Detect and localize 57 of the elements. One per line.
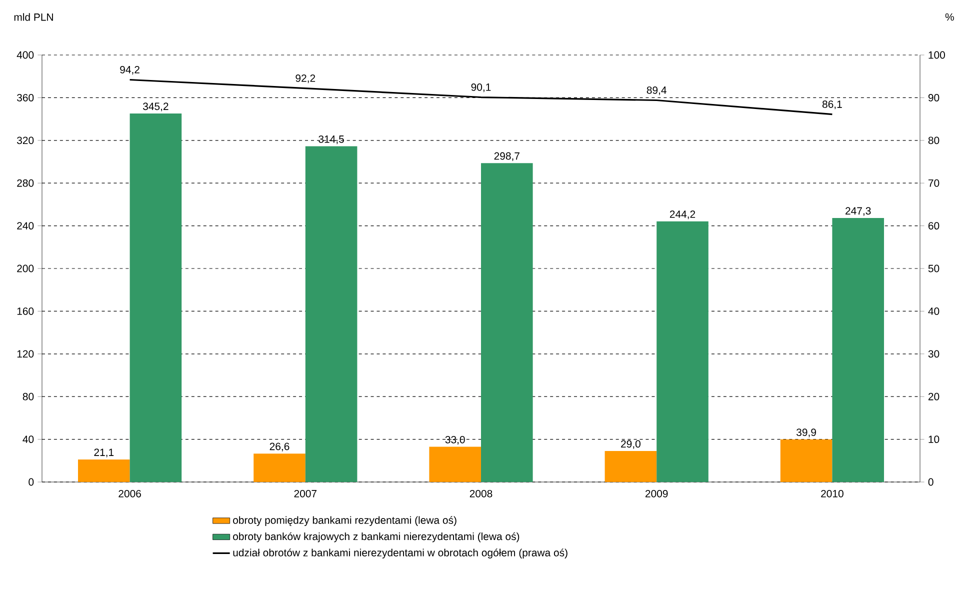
data-label: 86,1 xyxy=(822,100,842,110)
bar xyxy=(130,113,182,482)
bar xyxy=(78,459,130,482)
x-tick-label: 2010 xyxy=(821,490,844,498)
y-tick-label: 200 xyxy=(17,264,34,272)
y2-tick-label: 80 xyxy=(928,136,940,144)
data-label: 21,1 xyxy=(94,448,114,458)
x-tick-label: 2007 xyxy=(294,490,316,498)
data-label: 298,7 xyxy=(494,152,520,161)
y-tick-label: 360 xyxy=(17,94,34,102)
data-label: 244,2 xyxy=(670,210,696,220)
data-label: 33,0 xyxy=(445,436,465,445)
y-tick-label: 240 xyxy=(17,222,34,230)
bar xyxy=(780,439,832,482)
y-tick-label: 40 xyxy=(22,436,34,444)
data-label: 94,2 xyxy=(120,66,140,75)
legend-label: obroty pomiędzy bankami rezydentami (lewa oś) xyxy=(233,516,456,526)
data-label: 314,5 xyxy=(318,135,344,144)
y2-tick-label: 10 xyxy=(928,436,940,444)
x-tick-label: 2008 xyxy=(470,490,492,498)
data-label: 92,2 xyxy=(296,74,316,84)
y-tick-label: 160 xyxy=(17,308,34,315)
data-label: 39,9 xyxy=(796,428,816,438)
y2-tick-label: 50 xyxy=(928,264,940,272)
y2-tick-label: 60 xyxy=(928,222,940,230)
data-label: 89,4 xyxy=(646,86,666,96)
x-tick-label: 2006 xyxy=(118,490,141,498)
y2-tick-label: 0 xyxy=(928,478,934,486)
data-label: 90,1 xyxy=(471,83,491,92)
y2-tick-label: 70 xyxy=(928,179,940,187)
bar xyxy=(604,451,657,482)
bar xyxy=(254,454,306,482)
data-label: 29,0 xyxy=(621,440,640,449)
y2-tick-label: 90 xyxy=(928,94,940,102)
data-label: 26,6 xyxy=(270,442,290,452)
data-label: 247,3 xyxy=(846,207,871,216)
y-tick-label: 0 xyxy=(28,478,34,486)
y2-tick-label: 100 xyxy=(928,51,945,59)
data-label: 345,2 xyxy=(143,102,168,112)
bar xyxy=(305,146,358,482)
y2-axis-title: % xyxy=(945,13,954,21)
y2-tick-label: 40 xyxy=(928,308,940,315)
y-tick-label: 320 xyxy=(17,136,34,144)
bar xyxy=(656,221,708,482)
y-axis-title: mld PLN xyxy=(14,13,53,21)
y2-tick-label: 30 xyxy=(928,350,940,358)
bar xyxy=(832,218,884,482)
bar xyxy=(429,446,482,482)
x-tick-label: 2009 xyxy=(646,490,668,498)
y-tick-label: 280 xyxy=(17,179,34,187)
y-tick-label: 400 xyxy=(16,51,34,59)
y2-tick-label: 20 xyxy=(928,392,940,400)
legend-label: obroty banków krajowych z bankami nierezydentami (lewa oś) xyxy=(233,532,520,542)
bar xyxy=(481,163,533,482)
y-tick-label: 80 xyxy=(22,392,34,400)
legend-label: udział obrotów z bankami nierezydentami w obrotach ogółem (prawa oś) xyxy=(233,548,568,558)
y-tick-label: 120 xyxy=(17,350,34,358)
